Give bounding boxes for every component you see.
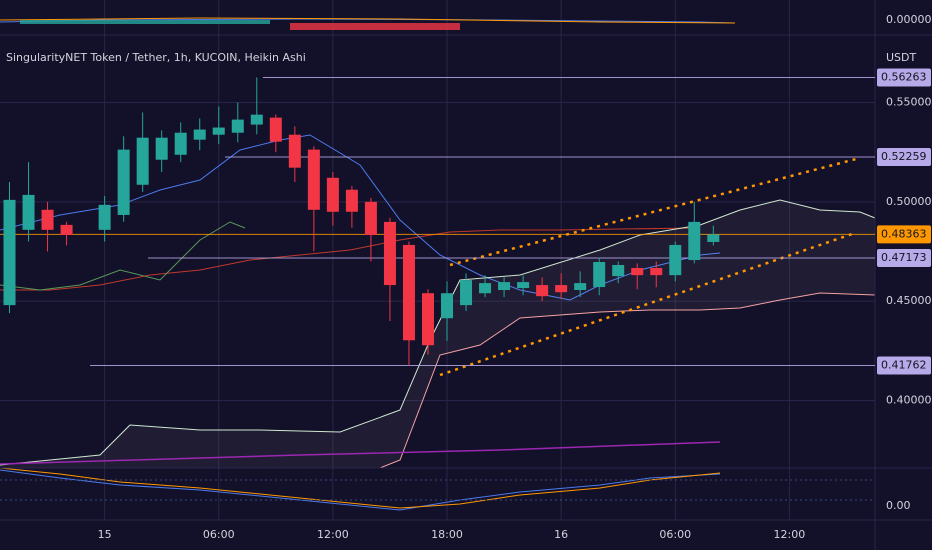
candle-body <box>326 177 339 212</box>
price-label: 0.56263 <box>881 70 927 83</box>
lower-pane-label: 0.00 <box>886 499 911 512</box>
candle-body <box>269 117 282 142</box>
candle-body <box>612 265 625 277</box>
candle-body <box>22 194 35 230</box>
price-label-box <box>877 147 931 166</box>
candle-body <box>650 267 663 276</box>
price-label: 0.52259 <box>881 150 927 163</box>
moving-average <box>0 227 701 291</box>
upper-histogram <box>20 20 270 24</box>
channel-line <box>439 231 856 377</box>
candle-body <box>402 244 415 341</box>
candle-body <box>669 244 682 276</box>
candle-body <box>345 189 358 212</box>
x-tick-label: 12:00 <box>774 528 806 541</box>
upper-band <box>0 199 876 466</box>
candle-body <box>441 293 454 319</box>
candle-body <box>98 204 111 230</box>
chart-title: SingularityNET Token / Tether, 1h, KUCOI… <box>6 51 306 64</box>
candle-body <box>421 293 434 346</box>
candle-body <box>498 282 511 291</box>
price-label-box <box>877 68 931 87</box>
x-tick-label: 16 <box>554 528 568 541</box>
candle-body <box>536 285 549 297</box>
candle-body <box>383 221 396 286</box>
price-label: 0.47173 <box>881 251 927 264</box>
candle-body <box>250 114 263 125</box>
x-tick-label: 12:00 <box>317 528 349 541</box>
candle-body <box>631 267 644 276</box>
candle-body <box>41 209 54 230</box>
candle-body <box>60 224 73 236</box>
candle-body <box>212 127 225 135</box>
y-tick-label: 0.40000 <box>886 393 932 406</box>
candle-body <box>155 137 168 160</box>
x-tick-label: 06:00 <box>203 528 235 541</box>
x-tick-label: 06:00 <box>659 528 691 541</box>
candle-body <box>193 129 206 140</box>
candle-body <box>574 283 587 291</box>
y-tick-label: 0.45000 <box>886 294 932 307</box>
candle-body <box>460 280 473 306</box>
price-label: 0.41762 <box>881 358 927 371</box>
candle-body <box>688 221 701 261</box>
candle-body <box>117 149 130 215</box>
candle-body <box>555 285 568 293</box>
currency-label: USDT <box>886 51 917 64</box>
moving-average <box>0 134 721 301</box>
candle-body <box>479 283 492 294</box>
long-moving-average <box>0 441 721 465</box>
lower-band <box>379 292 876 469</box>
channel-line <box>449 156 861 267</box>
y-tick-label: 0.55000 <box>886 96 932 109</box>
candle-body <box>364 201 377 236</box>
price-label-box <box>877 225 931 244</box>
price-label-box <box>877 356 931 375</box>
x-tick-label: 15 <box>98 528 112 541</box>
y-tick-label: 0.50000 <box>886 195 932 208</box>
marks <box>0 76 875 366</box>
upper-indicator-line <box>0 17 736 24</box>
candle-body <box>517 282 530 289</box>
candle-body <box>136 137 149 185</box>
upper-histogram <box>290 23 460 30</box>
candle-body <box>288 134 301 168</box>
candle-body <box>307 149 320 210</box>
oscillator-line <box>0 469 721 511</box>
candle-body <box>231 119 244 133</box>
price-label-box <box>877 248 931 267</box>
candle-body <box>3 199 16 306</box>
candle-body <box>593 262 606 288</box>
oscillator-line <box>0 467 721 509</box>
price-label: 0.48363 <box>881 227 927 240</box>
moving-average <box>0 221 246 291</box>
candle-body <box>707 234 720 242</box>
x-tick-label: 18:00 <box>431 528 463 541</box>
upper-pane-label: 0.00000 <box>886 13 932 26</box>
candle-body <box>174 132 187 155</box>
